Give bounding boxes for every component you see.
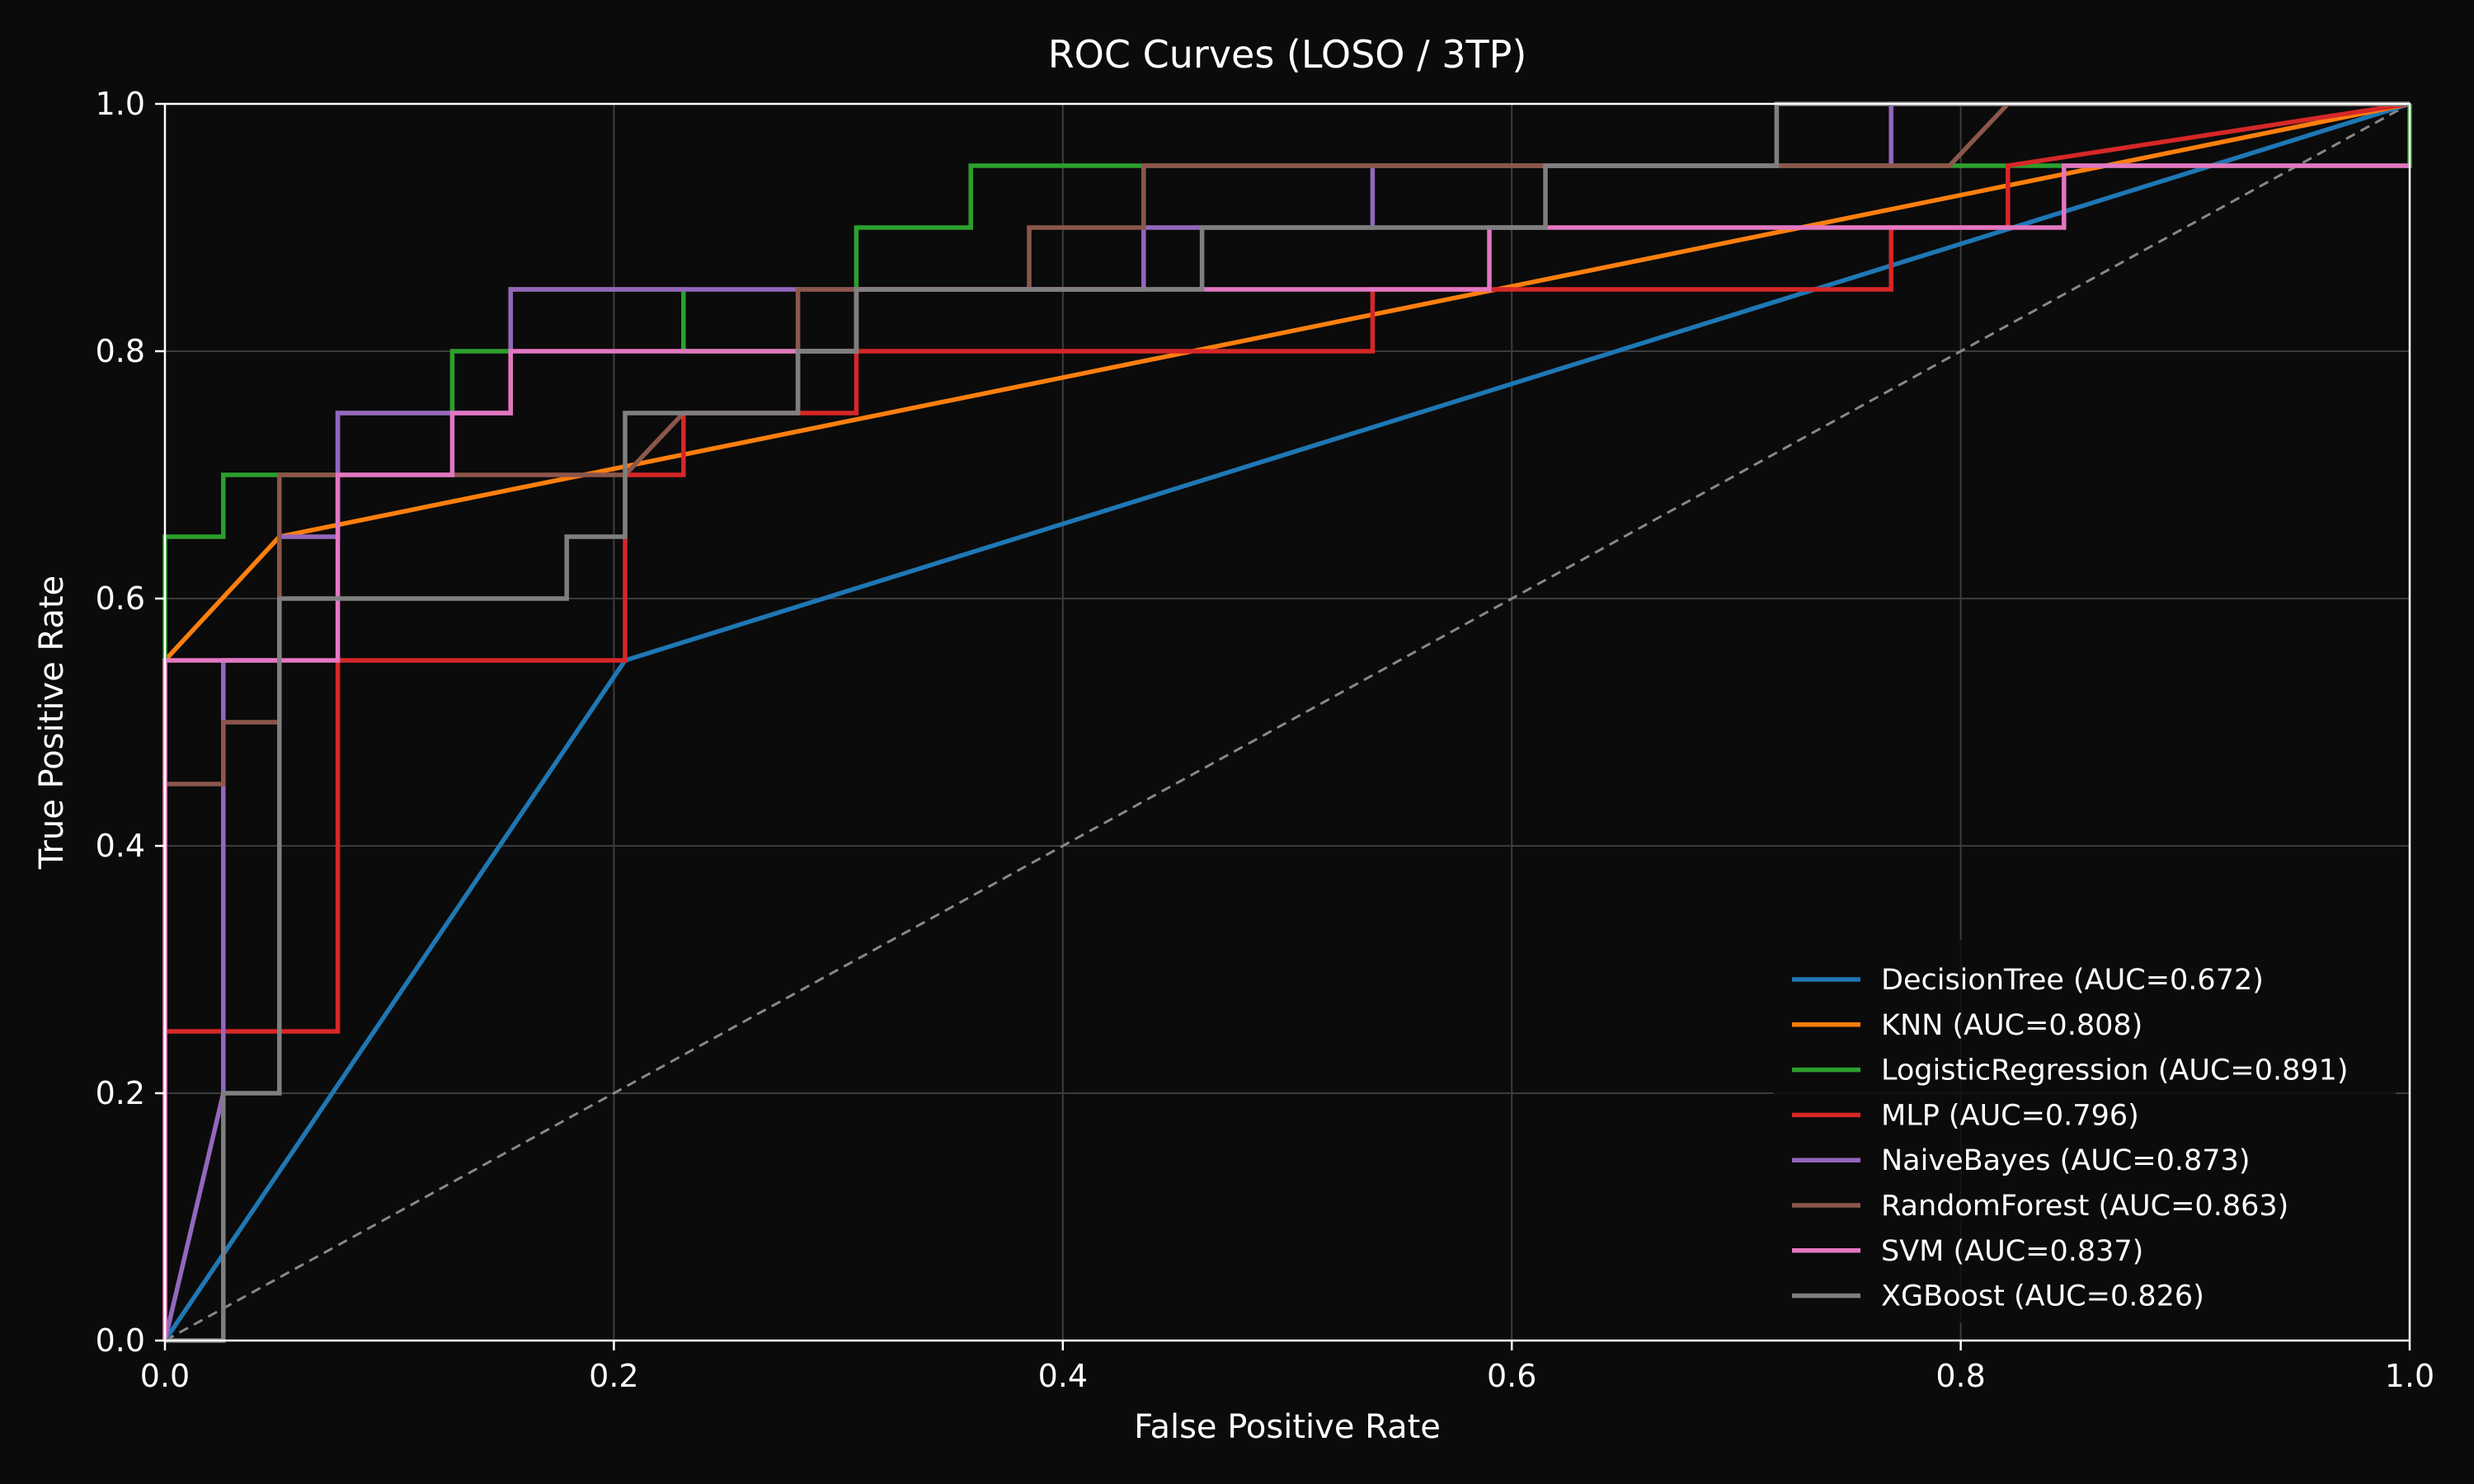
x-axis-label: False Positive Rate (1134, 1408, 1441, 1446)
chance-diagonal (164, 102, 2411, 1342)
legend-entry: SVM (AUC=0.837) (1881, 1235, 2143, 1268)
legend-entry: DecisionTree (AUC=0.672) (1881, 964, 2264, 997)
y-axis-label: True Positive Rate (33, 575, 71, 870)
legend-entry: LogisticRegression (AUC=0.891) (1881, 1054, 2349, 1087)
y-tick-label: 0.6 (96, 580, 145, 617)
x-tick-label: 1.0 (2385, 1358, 2434, 1394)
ticks: 0.0 0.2 0.4 0.6 0.8 1.0 0.0 0.2 0.4 0.6 0.8 1.0 (96, 86, 2435, 1394)
x-tick-label: 0.0 (140, 1358, 190, 1394)
series-line-7 (165, 101, 2410, 1343)
plot-frame (163, 102, 2411, 1342)
y-tick-label: 0.4 (96, 828, 145, 864)
x-tick-label: 0.8 (1935, 1358, 1985, 1394)
legend-box (1773, 940, 2396, 1323)
x-tick-label: 0.4 (1038, 1358, 1088, 1394)
legend-entry: MLP (AUC=0.796) (1881, 1099, 2139, 1132)
chart-title: ROC Curves (LOSO / 3TP) (1048, 32, 1527, 77)
chance-diagonal-layer (164, 102, 2411, 1342)
y-tick-label: 0.8 (96, 333, 145, 369)
y-tick-label: 0.2 (96, 1075, 145, 1111)
legend-entry: KNN (AUC=0.808) (1881, 1009, 2142, 1042)
legend: DecisionTree (AUC=0.672) KNN (AUC=0.808) L… (1773, 940, 2396, 1323)
legend-entry: NaiveBayes (AUC=0.873) (1881, 1144, 2251, 1177)
x-tick-label: 0.2 (589, 1358, 638, 1394)
y-tick-label: 1.0 (96, 86, 145, 122)
x-tick-label: 0.6 (1487, 1358, 1536, 1394)
legend-entry: XGBoost (AUC=0.826) (1881, 1280, 2204, 1313)
legend-entry: RandomForest (AUC=0.863) (1881, 1190, 2288, 1223)
y-tick-label: 0.0 (96, 1322, 145, 1359)
